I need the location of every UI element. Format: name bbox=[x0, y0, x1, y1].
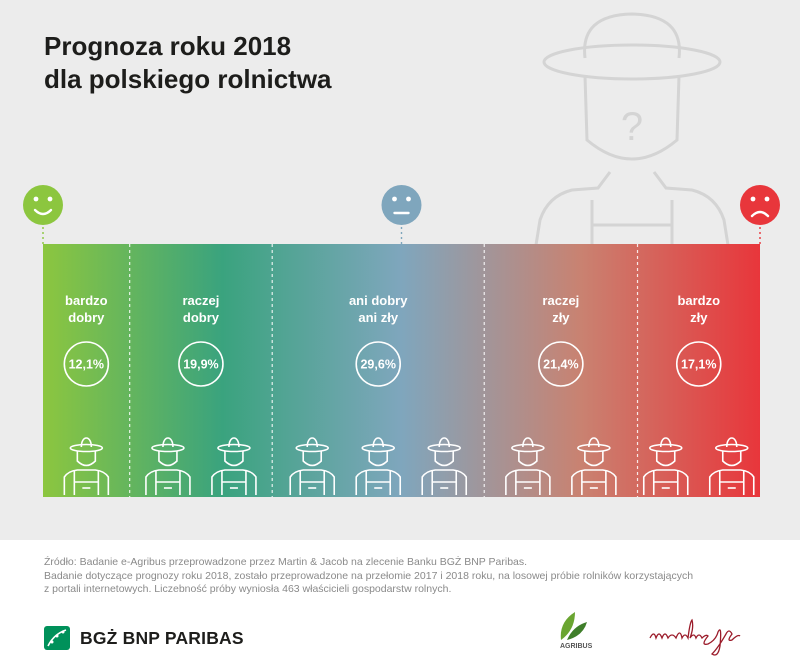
segment-1: bardzo dobry 12,1% bbox=[63, 293, 110, 496]
value-label: 19,9% bbox=[183, 358, 218, 372]
category-label: raczej zły bbox=[542, 293, 579, 325]
category-label: bardzo dobry bbox=[65, 293, 108, 325]
segment-dividers bbox=[129, 244, 639, 497]
value-label: 17,1% bbox=[681, 358, 716, 372]
category-label: raczej dobry bbox=[183, 293, 220, 325]
bank-logo: BGŻ BNP PARIBAS bbox=[44, 626, 254, 652]
mood-scale bbox=[23, 185, 780, 225]
forecast-band bbox=[43, 244, 760, 497]
background-farmer-icon: ? bbox=[534, 12, 730, 246]
value-label: 21,4% bbox=[543, 358, 578, 372]
chart-segments: bardzo dobry 12,1% raczej dobry 19,9% ani dobr… bbox=[63, 293, 755, 496]
neutral-face-icon bbox=[381, 185, 422, 225]
source-note: Źródło: Badanie e-Agribus przeprowadzone… bbox=[44, 556, 694, 595]
value-circle bbox=[675, 341, 722, 387]
category-label: ani dobry ani zły bbox=[349, 293, 408, 325]
svg-text:?: ? bbox=[621, 105, 643, 149]
chart-title: Prognoza roku 2018 dla polskiego rolnict… bbox=[44, 31, 332, 94]
value-circle bbox=[178, 341, 224, 387]
value-circle bbox=[63, 341, 110, 387]
segment-2: raczej dobry 19,9% bbox=[145, 293, 257, 496]
bnp-stars-icon bbox=[44, 626, 70, 650]
segment-4: raczej zły 21,4% bbox=[505, 293, 617, 496]
face-connectors bbox=[42, 227, 761, 244]
value-circle bbox=[355, 341, 402, 387]
segment-3: ani dobry ani zły 29,6% bbox=[289, 293, 468, 496]
value-circle bbox=[538, 341, 584, 387]
chart-svg: ? bardzo dobry 12,1% raczej dobry 19,9% ani do… bbox=[23, 12, 780, 497]
happy-face-icon bbox=[23, 185, 63, 225]
sad-face-icon bbox=[740, 185, 780, 225]
agribus-logo: AGRIBUS bbox=[560, 643, 593, 650]
value-label: 29,6% bbox=[360, 358, 395, 372]
category-label: bardzo zły bbox=[677, 293, 720, 325]
agribus-leaf-icon bbox=[560, 612, 587, 640]
segment-5: bardzo zły 17,1% bbox=[642, 293, 755, 496]
martin-jacob-logo bbox=[649, 618, 741, 656]
bank-name: BGŻ BNP PARIBAS bbox=[80, 628, 244, 648]
value-label: 12,1% bbox=[69, 358, 104, 372]
